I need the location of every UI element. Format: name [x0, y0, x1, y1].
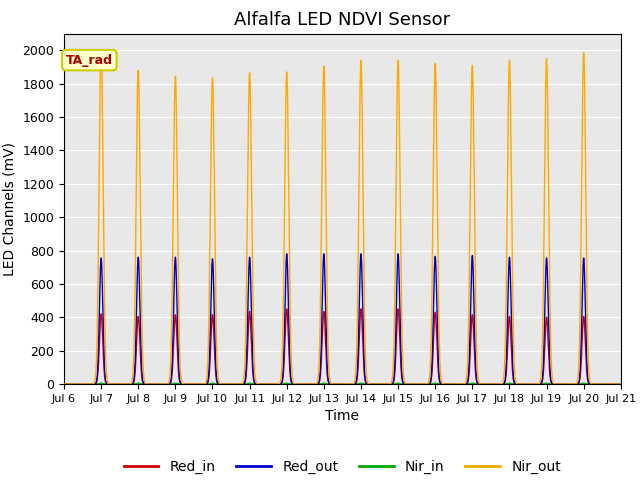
- Text: TA_rad: TA_rad: [66, 54, 113, 67]
- Legend: Red_in, Red_out, Nir_in, Nir_out: Red_in, Red_out, Nir_in, Nir_out: [118, 454, 566, 479]
- Y-axis label: LED Channels (mV): LED Channels (mV): [3, 142, 17, 276]
- X-axis label: Time: Time: [325, 409, 360, 423]
- Title: Alfalfa LED NDVI Sensor: Alfalfa LED NDVI Sensor: [234, 11, 451, 29]
